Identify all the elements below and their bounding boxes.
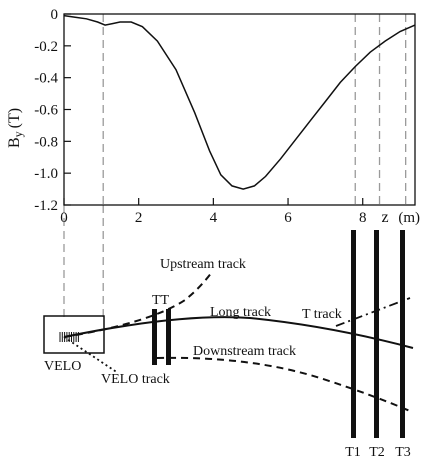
y-tick-label: -0.6	[34, 103, 58, 119]
downstream-track	[156, 356, 411, 412]
velo-track	[63, 336, 119, 374]
y-axis-label-unit: (T)	[6, 108, 23, 128]
t3-label: T3	[395, 445, 411, 460]
tt-station-a	[152, 309, 157, 365]
tt-label: TT	[152, 293, 170, 308]
y-tick-label: -0.4	[34, 71, 58, 87]
y-tick-label: -1.0	[34, 166, 58, 182]
x-axis-unit: (m)	[398, 210, 420, 226]
y-axis-label-subscript: y	[11, 131, 25, 137]
x-axis-ticks: 0 2 4 6 8	[60, 198, 366, 226]
long-track	[63, 316, 414, 349]
upstream-track	[63, 271, 213, 338]
x-tick-label: 6	[284, 210, 292, 226]
y-axis-label-symbol: B	[6, 137, 23, 148]
y-tick-label: -0.8	[34, 134, 58, 150]
tracking-schematic: Upstream track TT Long track T track Dow…	[43, 230, 414, 460]
tt-station-b	[166, 309, 171, 365]
x-axis-label: z	[381, 209, 388, 226]
x-tick-label: 0	[60, 210, 68, 226]
velo-box	[43, 315, 105, 354]
y-tick-label: 0	[51, 7, 59, 23]
x-tick-label: 8	[359, 210, 367, 226]
downstream-track-label: Downstream track	[193, 344, 296, 359]
t-track-label: T track	[302, 307, 342, 322]
y-axis-ticks: 0 -0.2 -0.4 -0.6 -0.8 -1.0 -1.2	[34, 7, 71, 214]
y-tick-label: -1.2	[34, 198, 58, 214]
t-track	[335, 297, 411, 327]
plot-frame	[63, 13, 416, 206]
t2-station	[374, 230, 379, 438]
y-axis-label: By (T)	[6, 108, 25, 148]
by-field-curve	[63, 14, 416, 190]
y-tick-label: -0.2	[34, 39, 58, 55]
x-tick-label: 2	[135, 210, 143, 226]
long-track-label: Long track	[210, 305, 271, 320]
t2-label: T2	[369, 445, 385, 460]
upstream-track-label: Upstream track	[160, 257, 246, 272]
t1-label: T1	[345, 445, 361, 460]
t3-station	[400, 230, 405, 438]
velo-track-label: VELO track	[101, 372, 170, 387]
velo-label: VELO	[44, 359, 81, 374]
x-tick-label: 4	[210, 210, 218, 226]
